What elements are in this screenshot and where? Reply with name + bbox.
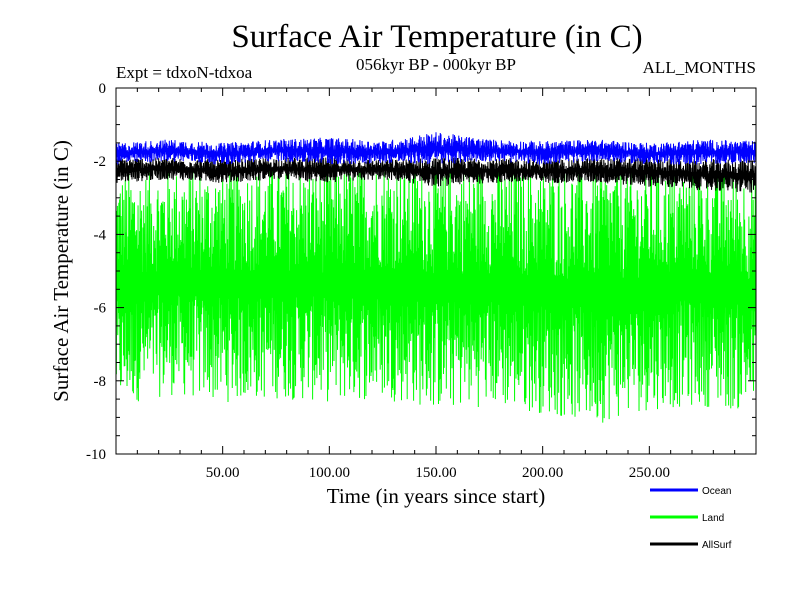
x-axis: 50.00 100.00 150.00 200.00 250.00	[136, 88, 736, 481]
experiment-label: Expt = tdxoN-tdxoa	[116, 63, 253, 82]
x-tick-label: 250.00	[629, 465, 670, 481]
y-tick-label: -4	[94, 227, 107, 243]
series-layer	[115, 132, 757, 423]
x-tick-label: 200.00	[522, 465, 563, 481]
y-tick-label: 0	[99, 81, 107, 97]
series-line-ocean	[115, 132, 757, 165]
x-axis-label: Time (in years since start)	[327, 484, 546, 508]
y-tick-label: -8	[94, 374, 107, 390]
series-line-land	[115, 165, 757, 423]
months-label: ALL_MONTHS	[643, 58, 756, 77]
legend-label-land: Land	[702, 513, 724, 524]
y-tick-label: -6	[94, 301, 107, 317]
y-axis-label: Surface Air Temperature (in C)	[49, 140, 73, 402]
y-tick-label: -10	[86, 447, 106, 463]
y-axis: 0 -2 -4 -6 -8 -10	[86, 81, 756, 463]
x-tick-label: 150.00	[415, 465, 456, 481]
time-range-label: 056kyr BP - 000kyr BP	[356, 55, 516, 74]
x-tick-label: 50.00	[206, 465, 240, 481]
legend-label-allsurf: AllSurf	[702, 540, 732, 551]
x-tick-label: 100.00	[309, 465, 350, 481]
chart-title: Surface Air Temperature (in C)	[231, 19, 642, 55]
legend-label-ocean: Ocean	[702, 486, 731, 497]
y-tick-label: -2	[94, 154, 107, 170]
legend: Ocean Land AllSurf	[650, 486, 732, 551]
